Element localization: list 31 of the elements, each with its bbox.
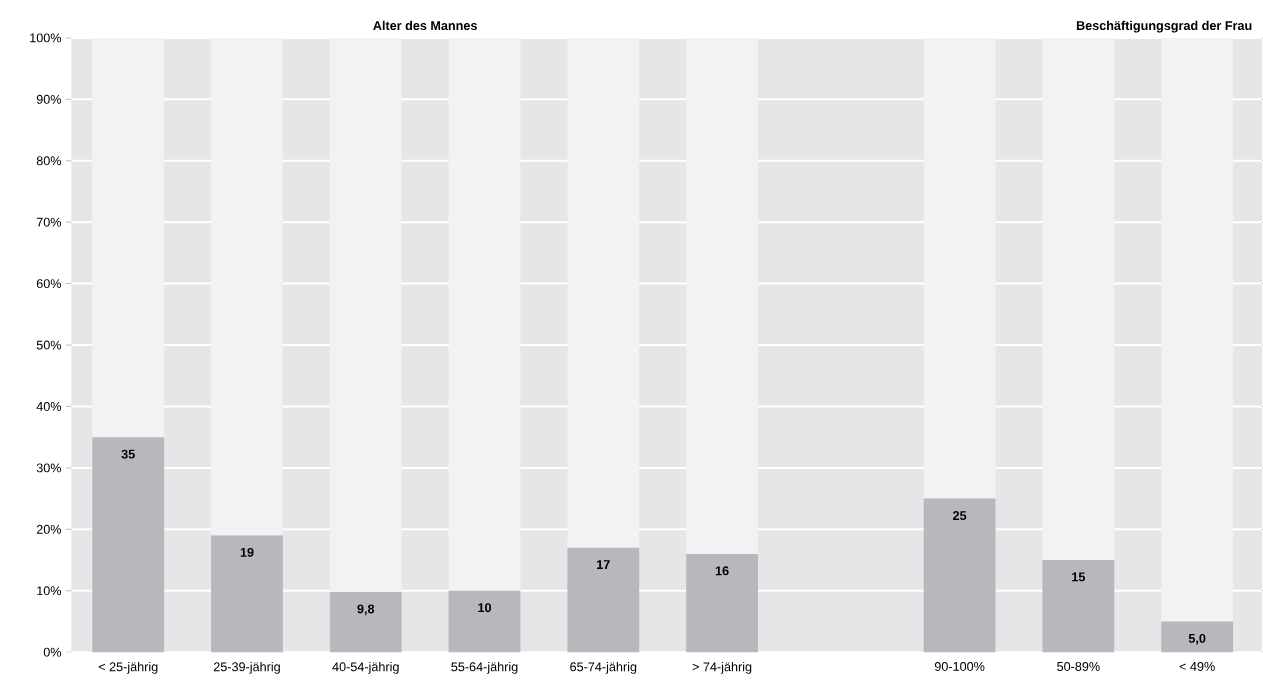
x-tick-label: < 49% (1179, 661, 1215, 671)
y-tick-label: 90% (36, 94, 62, 104)
text: Beschäftigungsgrad der Frau (1076, 20, 1252, 33)
y-tick-label: 30% (36, 463, 62, 473)
y-tick-label: 100% (30, 33, 62, 43)
x-tick-label: 90-100% (934, 661, 985, 671)
y-tick-label: 70% (36, 217, 62, 227)
data-label: 17 (597, 560, 610, 569)
y-tick-label: 60% (36, 279, 62, 289)
data-label: 15 (1072, 572, 1086, 582)
x-tick-label: 50-89% (1057, 661, 1100, 671)
data-label: 25 (953, 511, 967, 520)
data-label: 35 (121, 449, 135, 459)
y-tick-label: 50% (36, 340, 62, 350)
x-tick-label: 55-64-jährig (451, 661, 518, 674)
data-label: 9,8 (357, 604, 375, 616)
x-tick-label: > 74-jährig (692, 661, 752, 674)
x-tick-label: 65-74-jährig (570, 661, 637, 674)
data-label: 5,0 (1188, 633, 1206, 645)
x-tick-label: < 25-jährig (98, 661, 158, 674)
text: Alter des Mannes (373, 20, 477, 30)
x-tick-label: 40-54-jährig (332, 661, 399, 674)
x-tick-label: 25-39-jährig (213, 661, 280, 674)
y-tick-label: 40% (36, 401, 62, 411)
y-tick-label: 0% (43, 647, 62, 657)
y-tick-label: 10% (37, 586, 62, 596)
y-tick-label: 80% (36, 156, 62, 166)
data-label: 10 (478, 603, 492, 613)
y-tick-label: 20% (36, 524, 62, 534)
data-label: 19 (240, 547, 254, 557)
data-label: 16 (715, 566, 729, 576)
